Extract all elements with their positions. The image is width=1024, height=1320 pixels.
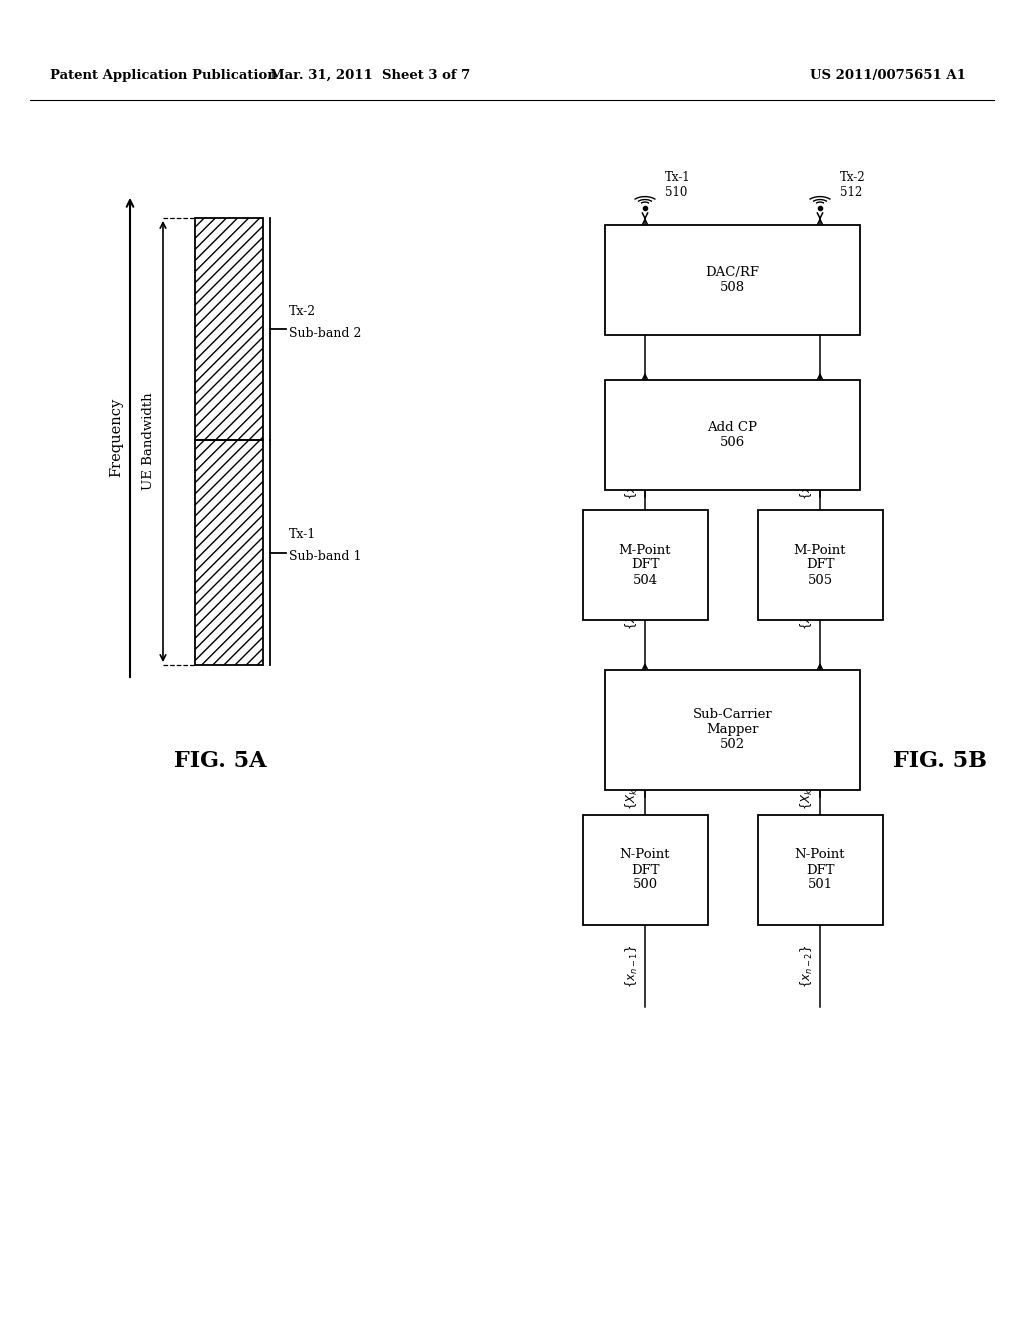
Text: $\{x_{n-2}\}$: $\{x_{n-2}\}$ (799, 945, 815, 989)
Text: $\{\tilde{X}_{l-2}\}$: $\{\tilde{X}_{l-2}\}$ (797, 589, 815, 630)
Bar (583, 814, 708, 925)
Bar (758, 510, 883, 620)
Text: Add CP
506: Add CP 506 (708, 421, 758, 449)
Text: DAC/RF
508: DAC/RF 508 (706, 267, 760, 294)
Text: $\{\tilde{x}_{m-1}\}$: $\{\tilde{x}_{m-1}\}$ (624, 454, 640, 500)
Text: FIG. 5A: FIG. 5A (174, 750, 266, 772)
Bar (195, 440, 263, 665)
Text: Tx-2
512: Tx-2 512 (840, 172, 865, 199)
Text: Tx-1: Tx-1 (289, 528, 316, 541)
Text: $\{X_{k-1}\}$: $\{X_{k-1}\}$ (624, 766, 640, 810)
Text: Tx-1
510: Tx-1 510 (665, 172, 690, 199)
Text: Tx-2: Tx-2 (289, 305, 316, 318)
Text: US 2011/0075651 A1: US 2011/0075651 A1 (810, 69, 966, 82)
Bar (758, 814, 883, 925)
Text: Sub-band 1: Sub-band 1 (289, 550, 361, 564)
Text: Sub-band 2: Sub-band 2 (289, 327, 361, 341)
Text: FIG. 5B: FIG. 5B (893, 750, 987, 772)
Bar (605, 671, 860, 789)
Text: UE Bandwidth: UE Bandwidth (142, 392, 156, 490)
Text: Patent Application Publication: Patent Application Publication (50, 69, 276, 82)
Text: $\{x_{n-1}\}$: $\{x_{n-1}\}$ (624, 945, 640, 989)
Bar (583, 510, 708, 620)
Text: Mar. 31, 2011  Sheet 3 of 7: Mar. 31, 2011 Sheet 3 of 7 (270, 69, 470, 82)
Bar (195, 218, 263, 440)
Text: N-Point
DFT
500: N-Point DFT 500 (620, 849, 671, 891)
Bar (605, 380, 860, 490)
Text: $\{X_{k-2}\}$: $\{X_{k-2}\}$ (799, 766, 815, 810)
Text: M-Point
DFT
504: M-Point DFT 504 (618, 544, 672, 586)
Text: Frequency: Frequency (109, 397, 123, 477)
Text: N-Point
DFT
501: N-Point DFT 501 (795, 849, 845, 891)
Text: Sub-Carrier
Mapper
502: Sub-Carrier Mapper 502 (692, 709, 772, 751)
Bar (605, 224, 860, 335)
Text: $\{\tilde{X}_{l-1}\}$: $\{\tilde{X}_{l-1}\}$ (622, 589, 640, 630)
Text: $\{\tilde{x}_{m-2}\}$: $\{\tilde{x}_{m-2}\}$ (799, 454, 815, 500)
Text: M-Point
DFT
505: M-Point DFT 505 (794, 544, 846, 586)
